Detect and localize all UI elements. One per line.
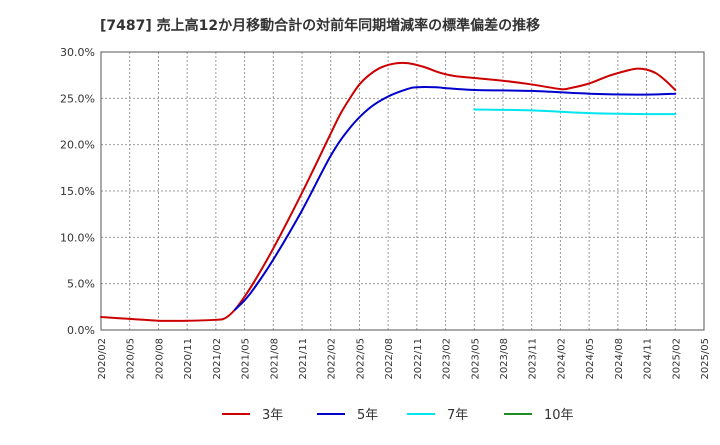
x-tick-label: 2023/08 xyxy=(499,338,510,380)
x-tick-label: 2024/05 xyxy=(585,338,596,380)
grid xyxy=(100,51,705,331)
legend-label: 7年 xyxy=(447,408,468,423)
y-tick-label: 20.0% xyxy=(60,139,95,152)
y-tick-label: 10.0% xyxy=(60,231,95,244)
x-tick-label: 2020/08 xyxy=(154,338,165,380)
y-tick-label: 30.0% xyxy=(60,46,95,59)
y-tick-label: 0.0% xyxy=(67,324,95,337)
y-tick-label: 15.0% xyxy=(60,185,95,198)
series-line-3 xyxy=(473,108,677,116)
x-tick-label: 2021/02 xyxy=(212,338,223,380)
x-tick-label: 2023/05 xyxy=(470,338,481,380)
x-tick-label: 2024/11 xyxy=(643,338,654,380)
legend-label: 10年 xyxy=(544,408,574,423)
x-tick-label: 2021/11 xyxy=(298,338,309,380)
x-tick-label: 2020/05 xyxy=(126,338,137,380)
x-tick-label: 2022/05 xyxy=(355,338,366,380)
x-tick-label: 2024/08 xyxy=(614,338,625,380)
x-tick-label: 2020/02 xyxy=(97,338,108,380)
x-tick-label: 2025/05 xyxy=(700,338,711,380)
legend-label: 5年 xyxy=(357,408,378,423)
y-tick-label: 25.0% xyxy=(60,92,95,105)
legend-label: 3年 xyxy=(262,408,283,423)
x-tick-label: 2021/08 xyxy=(269,338,280,380)
x-tick-label: 2022/02 xyxy=(327,338,338,380)
series-line-2 xyxy=(234,86,677,311)
x-tick-label: 2023/11 xyxy=(528,338,539,380)
x-tick-label: 2020/11 xyxy=(183,338,194,380)
x-tick-label: 2025/02 xyxy=(671,338,682,380)
x-tick-label: 2023/02 xyxy=(442,338,453,380)
y-tick-label: 5.0% xyxy=(67,278,95,291)
series-lines xyxy=(100,61,677,322)
axes: 0.0% 5.0% 10.0% 15.0% 20.0% 25.0% 30.0% 2020/02… xyxy=(60,46,711,380)
chart-title: [7487] 売上高12か月移動合計の対前年同期増減率の標準偏差の推移 xyxy=(100,17,540,34)
x-tick-label: 2024/02 xyxy=(556,338,567,380)
x-tick-label: 2021/05 xyxy=(241,338,252,380)
x-tick-label: 2022/08 xyxy=(384,338,395,380)
plot-frame xyxy=(100,51,705,331)
x-tick-label: 2022/11 xyxy=(413,338,424,380)
legend: 3年 5年 7年 10年 xyxy=(222,408,574,423)
